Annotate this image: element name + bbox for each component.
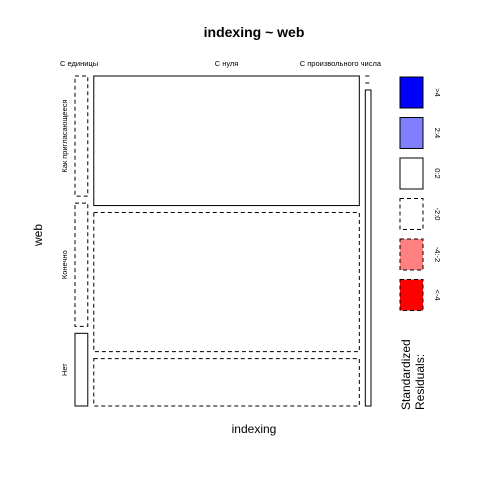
mosaic-tile [93, 75, 360, 207]
y-axis-title: web [31, 224, 45, 247]
legend-swatch [399, 76, 424, 109]
mosaic-tile [74, 75, 89, 197]
legend-swatch [399, 279, 424, 311]
mosaic-tile [364, 89, 372, 407]
legend-swatch [399, 238, 424, 271]
x-axis-title: indexing [232, 422, 277, 436]
mosaic-tile [93, 212, 360, 353]
legend-label: 0:2 [433, 168, 442, 178]
legend-swatch [399, 157, 424, 190]
y-level-label: Конечно [60, 250, 69, 279]
legend-title-line2: Residuals: [413, 354, 427, 410]
legend-swatch [399, 198, 424, 230]
y-level-label: Нет [60, 363, 69, 376]
y-level-labels: Как пригласающееся Конечно Нет [60, 99, 69, 376]
legend-label: -2:0 [433, 208, 442, 221]
legend-title-line1: Standardized [399, 339, 413, 410]
mosaic-tiles [74, 75, 372, 407]
legend-label: 2:4 [433, 128, 442, 138]
residuals-legend: >4 2:4 0:2 -2:0 -4:-2 <-4 [399, 76, 442, 311]
y-level-label: Как пригласающееся [60, 99, 69, 172]
legend-label: -4:-2 [433, 247, 442, 262]
x-level-label: С единицы [60, 59, 98, 68]
x-level-label: С нуля [215, 59, 239, 68]
legend-label: >4 [433, 88, 442, 97]
mosaic-tile [93, 358, 360, 407]
legend-swatch [399, 117, 424, 149]
x-level-label: С произвольного числа [300, 59, 382, 68]
mosaic-tile [74, 332, 89, 407]
legend-label: <-4 [433, 289, 442, 300]
chart-title: indexing ~ web [204, 24, 305, 40]
mosaic-tile [74, 202, 89, 327]
x-level-labels: С единицы С нуля С произвольного числа [60, 59, 382, 68]
